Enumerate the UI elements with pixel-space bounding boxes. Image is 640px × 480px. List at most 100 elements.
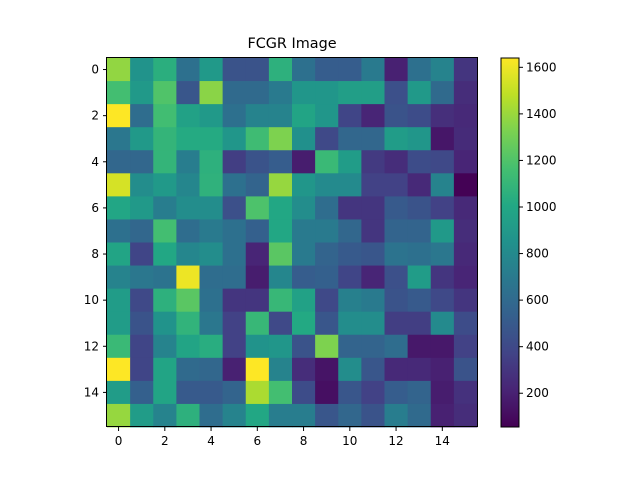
heatmap-cell — [453, 311, 478, 336]
heatmap-cell — [222, 403, 247, 428]
heatmap-cell — [222, 81, 247, 105]
heatmap-cell — [176, 357, 200, 382]
heatmap-cell — [315, 380, 339, 405]
heatmap-cell — [153, 334, 177, 359]
heatmap-cell — [338, 288, 362, 313]
heatmap-cell — [407, 127, 432, 151]
heatmap-cell — [199, 265, 224, 290]
heatmap-cell — [153, 311, 177, 336]
heatmap-cell — [245, 127, 270, 151]
heatmap-cell — [292, 403, 316, 428]
heatmap-cell — [130, 311, 154, 336]
heatmap-cell — [338, 357, 362, 382]
heatmap-cell — [430, 288, 455, 313]
heatmap-cell — [430, 357, 455, 382]
heatmap-cell — [407, 288, 432, 313]
heatmap-cell — [268, 219, 293, 243]
heatmap-cell — [430, 403, 455, 428]
heatmap-cell — [292, 196, 316, 220]
heatmap-cell — [315, 219, 339, 243]
heatmap-cell — [361, 104, 385, 128]
heatmap-cell — [338, 219, 362, 243]
heatmap-cell — [338, 196, 362, 220]
heatmap-cell — [315, 104, 339, 128]
heatmap-cell — [453, 219, 478, 243]
heatmap-cell — [107, 58, 131, 82]
heatmap-cell — [222, 104, 247, 128]
heatmap-cells — [107, 58, 478, 428]
heatmap-cell — [222, 265, 247, 290]
heatmap-cell — [153, 127, 177, 151]
heatmap-cell — [315, 334, 339, 359]
heatmap-cell — [407, 380, 432, 405]
heatmap-cell — [222, 357, 247, 382]
heatmap-cell — [130, 196, 154, 220]
heatmap-cell — [407, 265, 432, 290]
heatmap-cell — [199, 173, 224, 197]
colorbar-tick-label: 1000 — [526, 200, 557, 214]
heatmap-cell — [292, 58, 316, 82]
heatmap-cell — [384, 196, 409, 220]
heatmap-cell — [315, 357, 339, 382]
heatmap-cell — [384, 403, 409, 428]
colorbar-tick-label: 1200 — [526, 153, 557, 167]
heatmap-cell — [176, 288, 200, 313]
heatmap-cell — [245, 219, 270, 243]
heatmap-cell — [245, 403, 270, 428]
y-tick-label: 2 — [91, 109, 99, 123]
heatmap-cell — [268, 104, 293, 128]
heatmap-cell — [407, 334, 432, 359]
heatmap-cell — [407, 357, 432, 382]
y-tick-label: 8 — [91, 247, 99, 261]
heatmap-cell — [453, 242, 478, 266]
heatmap-cell — [430, 173, 455, 197]
heatmap-cell — [107, 357, 131, 382]
heatmap-cell — [245, 242, 270, 266]
heatmap-cell — [245, 173, 270, 197]
heatmap-cell — [453, 334, 478, 359]
x-tick-label: 14 — [435, 434, 450, 448]
heatmap-cell — [199, 196, 224, 220]
heatmap-cell — [384, 127, 409, 151]
heatmap-cell — [176, 334, 200, 359]
heatmap-cell — [430, 311, 455, 336]
heatmap-cell — [130, 104, 154, 128]
heatmap-cell — [315, 311, 339, 336]
heatmap-cell — [361, 196, 385, 220]
heatmap-cell — [453, 58, 478, 82]
heatmap-cell — [199, 403, 224, 428]
heatmap-cell — [222, 150, 247, 174]
heatmap-cell — [430, 196, 455, 220]
heatmap-cell — [176, 265, 200, 290]
heatmap-cell — [268, 81, 293, 105]
heatmap-cell — [130, 173, 154, 197]
heatmap-cell — [338, 334, 362, 359]
heatmap-cell — [315, 196, 339, 220]
heatmap-cell — [430, 334, 455, 359]
heatmap-cell — [107, 242, 131, 266]
heatmap-cell — [407, 219, 432, 243]
heatmap-cell — [315, 127, 339, 151]
heatmap-cell — [268, 357, 293, 382]
heatmap-cell — [315, 403, 339, 428]
heatmap-cell — [384, 242, 409, 266]
y-tick-label: 12 — [84, 339, 99, 353]
heatmap-cell — [338, 81, 362, 105]
heatmap-cell — [176, 127, 200, 151]
x-tick-label: 12 — [388, 434, 403, 448]
heatmap-cell — [361, 311, 385, 336]
heatmap-cell — [199, 242, 224, 266]
colorbar-axis: 200 400 600 800 1000 1200 1400 1600 — [519, 60, 557, 400]
y-tick-label: 4 — [91, 155, 99, 169]
heatmap-cell — [130, 334, 154, 359]
colorbar-tick-label: 200 — [526, 386, 549, 400]
heatmap-cell — [107, 380, 131, 405]
heatmap-cell — [245, 380, 270, 405]
heatmap-cell — [407, 150, 432, 174]
heatmap-cell — [361, 288, 385, 313]
heatmap-cell — [199, 104, 224, 128]
heatmap-cell — [199, 150, 224, 174]
heatmap-cell — [453, 127, 478, 151]
heatmap-cell — [315, 173, 339, 197]
x-tick-label: 10 — [342, 434, 357, 448]
